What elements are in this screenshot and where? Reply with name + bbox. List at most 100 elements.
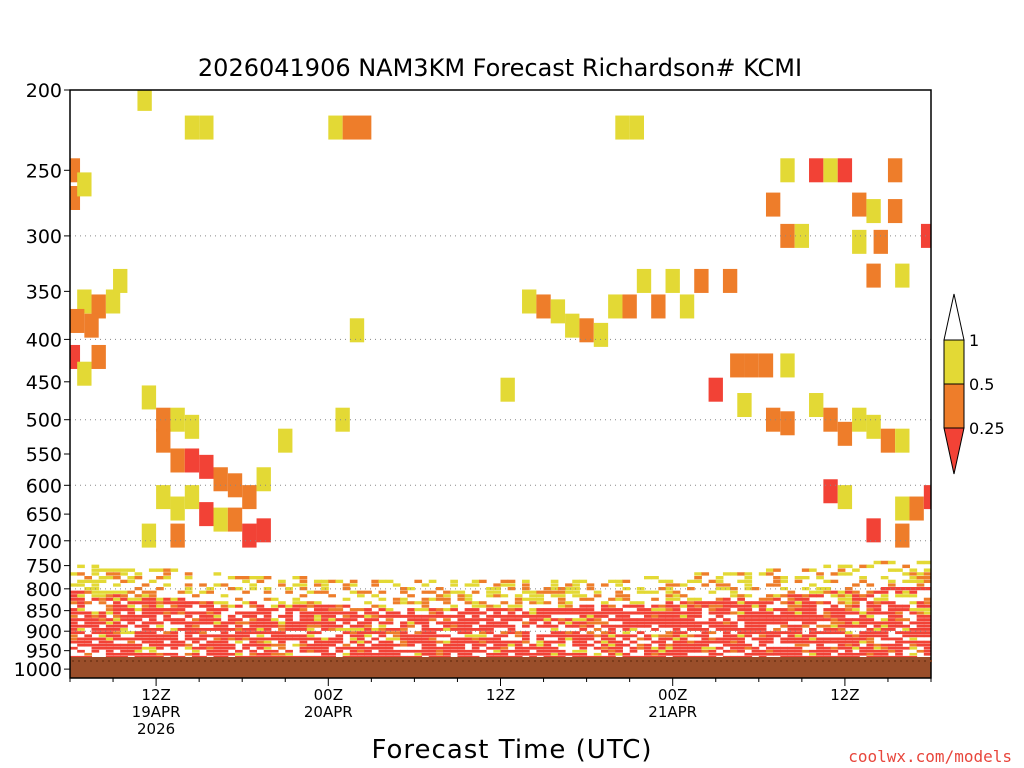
ground-dot (510, 660, 512, 662)
x-tick-label: 20APR (304, 703, 353, 721)
band-cell (349, 618, 358, 622)
band-cell (357, 621, 365, 625)
band-cell (672, 594, 681, 598)
band-cell (493, 624, 501, 628)
band-cell (191, 601, 200, 605)
band-cell (105, 572, 114, 576)
band-cell (909, 631, 918, 635)
band-cell (378, 646, 387, 650)
band-cell (880, 601, 889, 605)
band-cell (823, 564, 832, 569)
band-cell (550, 640, 559, 644)
band-cell (256, 627, 265, 631)
band-cell (507, 611, 516, 615)
band-cell (809, 649, 817, 653)
band-cell (235, 576, 243, 580)
band-cell (672, 583, 681, 587)
band-cell (285, 587, 293, 591)
band-cell (357, 594, 365, 598)
ground-dot (180, 660, 182, 662)
band-cell (392, 631, 401, 635)
heatmap-cell (156, 485, 171, 510)
band-cell (529, 590, 537, 594)
band-cell (859, 621, 867, 625)
band-cell (450, 583, 458, 587)
band-cell (77, 583, 85, 587)
band-cell (622, 594, 631, 598)
band-cell (773, 608, 781, 612)
band-cell (84, 590, 93, 594)
band-cell (443, 646, 451, 650)
band-cell (687, 624, 695, 628)
band-cell (328, 604, 336, 608)
ground-dot (252, 660, 254, 662)
band-cell (105, 611, 114, 615)
band-cell (156, 634, 164, 638)
band-cell (644, 576, 652, 580)
band-cell (859, 624, 867, 628)
band-cell (651, 646, 659, 650)
heatmap-cell (565, 313, 580, 338)
band-cell (679, 611, 688, 615)
band-cell (801, 608, 810, 612)
band-cell (758, 618, 767, 622)
band-cell (400, 590, 408, 594)
band-cell (557, 637, 566, 641)
band-cell (299, 643, 308, 647)
band-cell (392, 637, 401, 641)
band-cell (486, 594, 494, 598)
band-cell (852, 652, 860, 656)
band-cell (665, 594, 674, 598)
band-cell (364, 608, 372, 612)
band-cell (342, 621, 351, 625)
ground-dot (822, 660, 824, 662)
band-cell (895, 652, 903, 656)
band-cell (543, 652, 552, 656)
band-cell (522, 652, 530, 656)
band-cell (98, 646, 107, 650)
band-cell (780, 624, 788, 628)
band-cell (866, 583, 875, 587)
band-cell (213, 608, 222, 612)
band-cell (672, 640, 681, 644)
heatmap-cell (579, 318, 594, 343)
band-cell (256, 640, 265, 644)
ground-dot (102, 660, 104, 662)
band-cell (148, 627, 157, 631)
band-cell (916, 643, 925, 647)
band-cell (543, 608, 552, 612)
band-cell (701, 627, 710, 631)
band-cell (385, 640, 394, 644)
band-cell (235, 627, 243, 631)
band-cell (321, 579, 329, 584)
band-cell (801, 614, 810, 618)
ground-dot (672, 660, 674, 662)
band-cell (923, 621, 931, 625)
band-cell (407, 624, 415, 628)
band-cell (493, 646, 501, 650)
band-cell (414, 614, 423, 618)
ground-dot (600, 660, 602, 662)
band-cell (622, 652, 631, 656)
band-cell (249, 601, 258, 605)
y-tick-label: 600 (26, 475, 62, 497)
band-cell (120, 579, 128, 584)
ground-dot (828, 660, 830, 662)
band-cell (141, 624, 150, 628)
band-cell (572, 594, 580, 598)
heatmap-cell (622, 294, 637, 319)
heatmap-cell (84, 313, 99, 338)
band-cell (744, 572, 753, 576)
band-cell (809, 583, 817, 587)
band-cell (751, 601, 760, 605)
band-cell (536, 601, 545, 605)
band-cell (658, 652, 667, 656)
heatmap-cell (866, 263, 881, 288)
band-cell (141, 614, 150, 618)
band-cell (751, 621, 760, 625)
ground-dot (78, 660, 80, 662)
band-cell (421, 634, 430, 638)
heatmap-cell (837, 485, 853, 510)
band-cell (751, 646, 760, 650)
band-cell (765, 594, 774, 598)
